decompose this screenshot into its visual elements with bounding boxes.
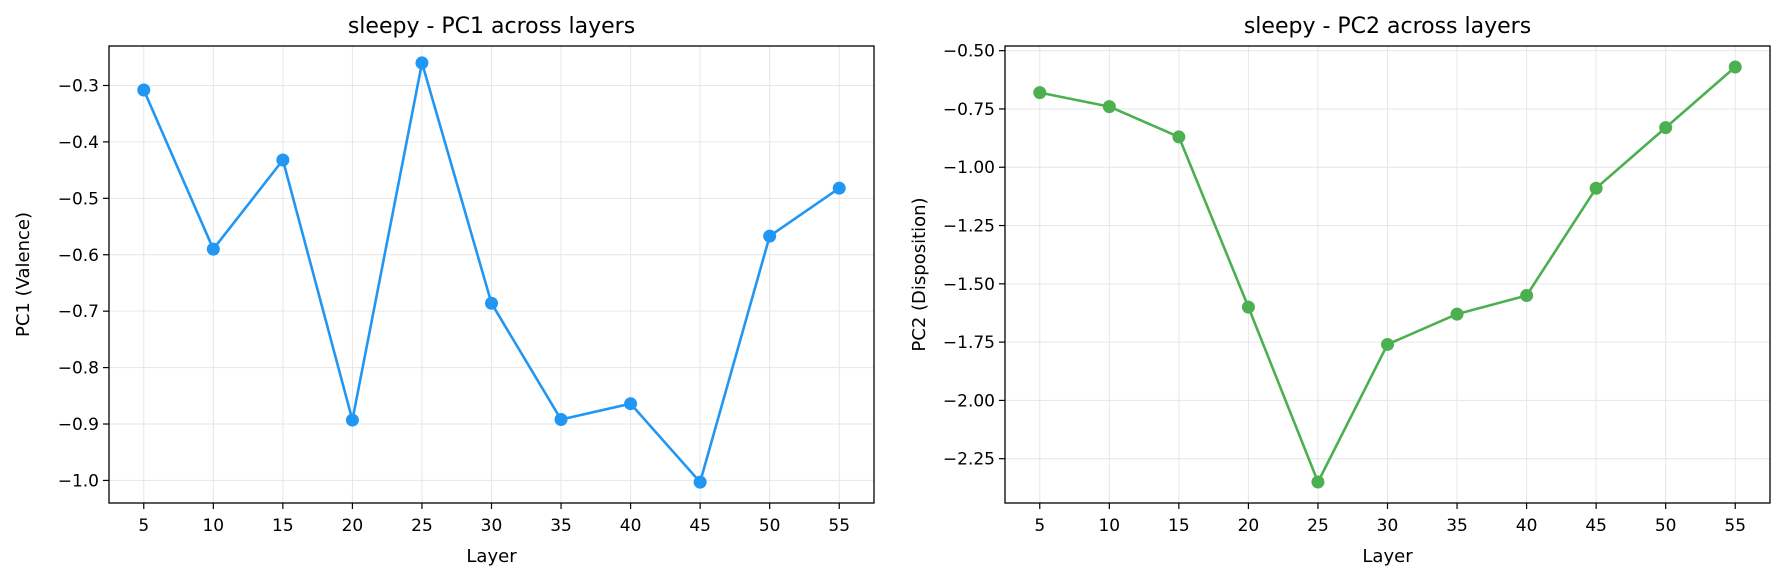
x-tick-label: 20 xyxy=(1238,516,1260,536)
data-point xyxy=(276,153,290,167)
data-point xyxy=(1659,121,1673,135)
x-tick-label: 5 xyxy=(1034,516,1045,536)
y-tick-label: −1.50 xyxy=(943,275,995,295)
x-tick-label: 45 xyxy=(689,516,711,536)
y-axis-label: PC2 (Disposition) xyxy=(909,197,930,351)
data-point xyxy=(1172,130,1186,144)
y-tick-label: −0.6 xyxy=(58,246,99,266)
data-point xyxy=(1381,337,1394,351)
y-axis-label: PC1 (Valence) xyxy=(13,212,34,337)
x-axis-label: Layer xyxy=(466,546,517,567)
y-tick-label: −2.25 xyxy=(943,450,995,470)
x-tick-label: 30 xyxy=(1377,516,1399,536)
data-point xyxy=(415,56,429,70)
chart-pc2: 5 10 15 20 25 30 35 40 45 50 55 −2.25 −2.00 −1.75 −1.5… xyxy=(909,14,1771,567)
data-point xyxy=(832,181,846,195)
y-tick-label: −2.00 xyxy=(943,391,995,411)
x-tick-label: 40 xyxy=(1516,516,1538,536)
data-point xyxy=(763,229,777,243)
y-tick-label: −0.9 xyxy=(58,415,99,435)
data-point xyxy=(1033,86,1047,100)
x-tick-label: 15 xyxy=(1168,516,1190,536)
x-tick-label: 45 xyxy=(1585,516,1607,536)
y-tick-label: −0.8 xyxy=(58,359,99,379)
data-point xyxy=(1520,288,1534,302)
data-point xyxy=(345,413,359,427)
x-tick-label: 55 xyxy=(828,516,850,536)
data-point xyxy=(1728,60,1742,74)
x-tick-label: 50 xyxy=(1655,516,1677,536)
x-axis-label: Layer xyxy=(1362,546,1413,567)
data-point xyxy=(485,296,498,310)
data-point xyxy=(1589,181,1603,195)
y-tick-label: −0.7 xyxy=(58,302,99,322)
chart-title: sleepy - PC1 across layers xyxy=(348,14,635,39)
data-point xyxy=(624,397,638,411)
data-point xyxy=(554,412,568,426)
x-tick-label: 35 xyxy=(550,516,572,536)
y-tick-label: −1.25 xyxy=(943,217,995,237)
x-tick-label: 55 xyxy=(1724,516,1746,536)
y-tick-label: −0.4 xyxy=(58,133,99,153)
chart-pc1: 5 10 15 20 25 30 35 40 45 50 55 −1.0 −0.9 −0.8 −0.7 −0.… xyxy=(13,14,875,567)
y-tick-label: −1.00 xyxy=(943,158,995,178)
y-tick-label: −0.3 xyxy=(58,76,99,96)
x-tick-label: 35 xyxy=(1446,516,1468,536)
y-tick-label: −0.50 xyxy=(943,42,995,62)
x-tick-label: 10 xyxy=(1098,516,1120,536)
y-tick-label: −1.75 xyxy=(943,333,995,353)
chart-title: sleepy - PC2 across layers xyxy=(1244,14,1531,39)
x-tick-label: 40 xyxy=(620,516,642,536)
data-point xyxy=(1102,100,1116,114)
y-tick-label: −0.75 xyxy=(943,100,995,120)
data-point xyxy=(206,242,220,256)
x-tick-label: 30 xyxy=(481,516,503,536)
x-tick-label: 10 xyxy=(202,516,224,536)
y-tick-label: −0.5 xyxy=(58,189,99,209)
x-tick-label: 50 xyxy=(759,516,781,536)
data-point xyxy=(1311,475,1325,489)
data-point xyxy=(693,475,707,489)
x-tick-label: 25 xyxy=(1307,516,1329,536)
y-tick-label: −1.0 xyxy=(58,471,99,491)
x-tick-label: 5 xyxy=(138,516,149,536)
data-point xyxy=(1450,307,1464,321)
x-tick-label: 25 xyxy=(411,516,433,536)
x-tick-label: 15 xyxy=(272,516,294,536)
x-tick-label: 20 xyxy=(342,516,364,536)
data-point xyxy=(137,83,151,97)
data-point xyxy=(1241,300,1255,314)
